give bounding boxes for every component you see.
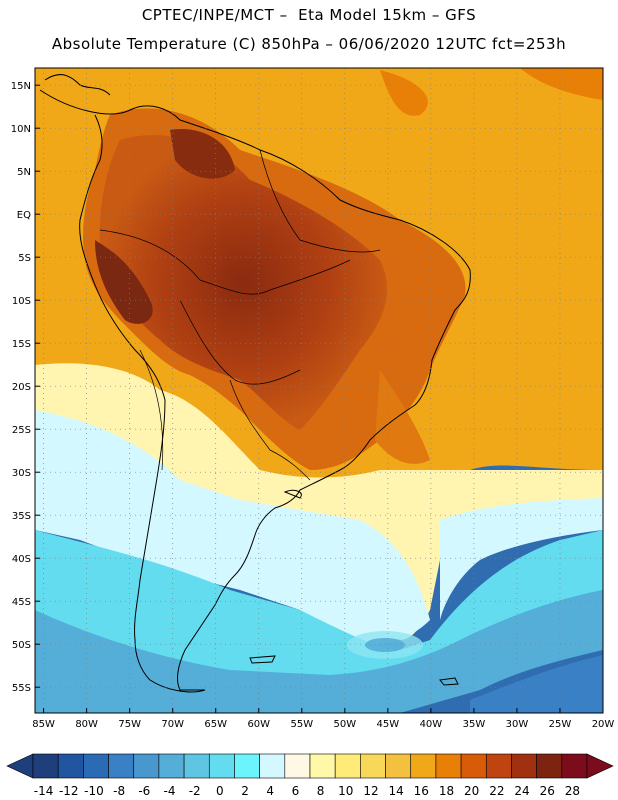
colorbar-label: 0 bbox=[216, 784, 224, 798]
lon-label: 70W bbox=[161, 719, 184, 730]
colorbar-swatch bbox=[309, 753, 336, 779]
colorbar-label: 20 bbox=[464, 784, 479, 798]
lat-label: 35S bbox=[12, 511, 31, 522]
lat-label: 55S bbox=[12, 683, 31, 694]
lon-label: 55W bbox=[290, 719, 313, 730]
colorbar-swatch bbox=[259, 753, 286, 779]
lat-label: 20S bbox=[12, 382, 31, 393]
colorbar-swatch bbox=[284, 753, 311, 779]
colorbar-swatch bbox=[485, 753, 512, 779]
colorbar-swatch bbox=[57, 753, 84, 779]
lon-label: 30W bbox=[506, 719, 529, 730]
colorbar-swatch bbox=[460, 753, 487, 779]
colorbar-label: 2 bbox=[241, 784, 249, 798]
lon-label: 50W bbox=[334, 719, 357, 730]
colorbar-swatch bbox=[108, 753, 135, 779]
colorbar-swatch bbox=[158, 753, 185, 779]
colorbar-label: 24 bbox=[514, 784, 529, 798]
latitude-labels: 15N 10N 5N EQ 5S 10S 15S 20S 25S 30S 35S 40S 45S 50S 5… bbox=[11, 81, 40, 694]
colorbar-label: 6 bbox=[292, 784, 300, 798]
lat-label: 15S bbox=[12, 339, 31, 350]
colorbar-swatch bbox=[511, 753, 537, 779]
colorbar-label: 28 bbox=[565, 784, 580, 798]
colorbar-swatch bbox=[83, 753, 109, 779]
lat-label: 50S bbox=[12, 640, 31, 651]
lat-label: 45S bbox=[12, 597, 31, 608]
colorbar-label: 18 bbox=[439, 784, 454, 798]
colorbar-swatch bbox=[208, 753, 235, 779]
lat-label: 25S bbox=[12, 425, 31, 436]
colorbar-swatch bbox=[360, 753, 386, 779]
colorbar-label: -2 bbox=[189, 784, 201, 798]
colorbar-label: -14 bbox=[34, 784, 54, 798]
colorbar-label: 12 bbox=[363, 784, 378, 798]
lon-label: 35W bbox=[463, 719, 486, 730]
lat-label: 30S bbox=[12, 468, 31, 479]
colorbar-swatch bbox=[183, 753, 210, 779]
colorbar-label: -10 bbox=[84, 784, 104, 798]
lat-label: 40S bbox=[12, 554, 31, 565]
colorbar-min-arrow bbox=[6, 753, 34, 779]
colorbar-max-arrow bbox=[586, 753, 614, 779]
colorbar-swatch bbox=[334, 753, 361, 779]
lat-label: 10N bbox=[11, 124, 31, 135]
colorbar-label: 16 bbox=[414, 784, 429, 798]
colorbar-label: 10 bbox=[338, 784, 353, 798]
colorbar-label: 4 bbox=[266, 784, 274, 798]
lat-label: 10S bbox=[12, 296, 31, 307]
lon-label: 85W bbox=[32, 719, 55, 730]
colorbar-swatch bbox=[133, 753, 160, 779]
colorbar-swatch bbox=[385, 753, 412, 779]
map-subtitle: Absolute Temperature (C) 850hPa – 06/06/… bbox=[51, 35, 567, 53]
lon-label: 20W bbox=[592, 719, 615, 730]
colorbar-swatch bbox=[435, 753, 462, 779]
colorbar-swatch bbox=[536, 753, 563, 779]
colorbar-label: -6 bbox=[138, 784, 150, 798]
colorbar-swatch bbox=[561, 753, 588, 779]
lat-label: EQ bbox=[17, 210, 31, 221]
lon-label: 65W bbox=[204, 719, 227, 730]
colorbar-swatch bbox=[410, 753, 437, 779]
colorbar-label: -12 bbox=[59, 784, 79, 798]
colorbar-swatch bbox=[32, 753, 59, 779]
colorbar-label: 8 bbox=[317, 784, 325, 798]
longitude-labels: 85W 80W 75W 70W 65W 60W 55W 50W 45W 40W 35W 30W 25W 2… bbox=[32, 708, 614, 730]
lat-label: 5N bbox=[17, 167, 31, 178]
colorbar-label: 14 bbox=[388, 784, 403, 798]
lon-label: 60W bbox=[247, 719, 270, 730]
lon-label: 25W bbox=[549, 719, 572, 730]
colorbar-label: 26 bbox=[540, 784, 555, 798]
lon-label: 80W bbox=[75, 719, 98, 730]
colorbar-swatch bbox=[234, 753, 260, 779]
colorbar-label: 22 bbox=[489, 784, 504, 798]
colorbar: -14 -12 -10 -8 -6 -4 -2 0 2 4 6 8 10 12 14 16 18 20 22 24 26… bbox=[6, 753, 614, 798]
colorbar-label: -4 bbox=[164, 784, 176, 798]
lat-label: 15N bbox=[11, 81, 31, 92]
colorbar-label: -8 bbox=[113, 784, 125, 798]
map-title: CPTEC/INPE/MCT – Eta Model 15km – GFS bbox=[141, 6, 477, 24]
temperature-field bbox=[35, 68, 603, 713]
lon-label: 40W bbox=[420, 719, 443, 730]
lon-label: 75W bbox=[118, 719, 141, 730]
lon-label: 45W bbox=[377, 719, 400, 730]
lat-label: 5S bbox=[18, 253, 31, 264]
map-frame bbox=[34, 67, 604, 714]
